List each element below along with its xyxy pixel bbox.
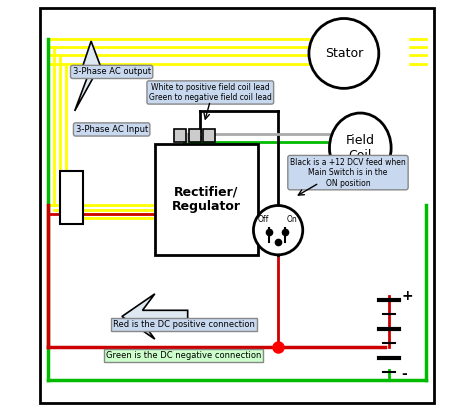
FancyBboxPatch shape (40, 8, 434, 403)
FancyBboxPatch shape (155, 144, 257, 255)
FancyBboxPatch shape (174, 129, 186, 142)
Text: Field
Coil: Field Coil (346, 134, 375, 162)
Polygon shape (74, 41, 103, 111)
Text: Off: Off (258, 215, 269, 224)
Text: Rectifier/
Regulator: Rectifier/ Regulator (172, 185, 241, 213)
Circle shape (309, 18, 379, 88)
Text: Black is a +12 DCV feed when
Main Switch is in the
ON position: Black is a +12 DCV feed when Main Switch… (290, 158, 406, 187)
Polygon shape (122, 294, 188, 339)
FancyBboxPatch shape (60, 171, 83, 224)
Text: White to positive field coil lead
Green to negative field coil lead: White to positive field coil lead Green … (149, 83, 272, 102)
Text: On: On (287, 215, 298, 224)
Circle shape (254, 206, 303, 255)
Ellipse shape (329, 113, 391, 183)
Text: -: - (401, 367, 407, 381)
Text: Stator: Stator (325, 47, 363, 60)
Text: Green is the DC negative connection: Green is the DC negative connection (106, 351, 261, 360)
Text: 3-Phase AC Input: 3-Phase AC Input (75, 125, 148, 134)
FancyBboxPatch shape (189, 129, 201, 142)
Text: +: + (401, 289, 413, 303)
Text: Red is the DC positive connection: Red is the DC positive connection (113, 320, 255, 329)
Text: 3-Phase AC output: 3-Phase AC output (73, 67, 151, 76)
FancyBboxPatch shape (203, 129, 215, 142)
